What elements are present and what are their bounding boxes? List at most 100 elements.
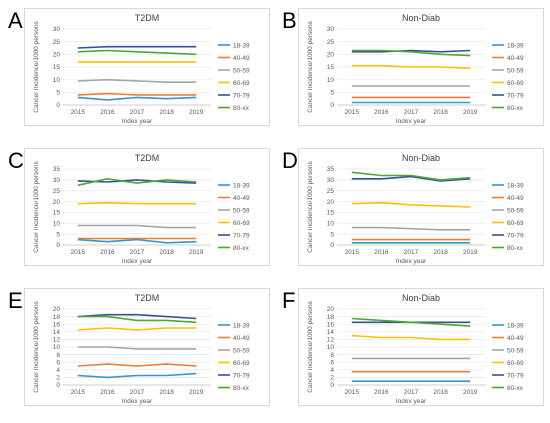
y-tick-label: 30 — [53, 26, 61, 33]
y-tick-label: 30 — [327, 26, 335, 33]
y-tick-label: 18 — [327, 314, 335, 321]
x-tick-label: 2019 — [189, 249, 204, 256]
chart-title: Non-Diab — [402, 293, 440, 303]
panel-letter-f: F — [282, 288, 296, 313]
legend-label-50-59: 50-59 — [233, 347, 250, 354]
series-line-80-xx — [77, 49, 197, 56]
series-line-70-79 — [351, 175, 471, 182]
y-tick-label: 2 — [56, 375, 60, 382]
y-tick-label: 18 — [53, 314, 61, 321]
legend-label-40-49: 40-49 — [233, 335, 250, 342]
y-tick-label: 0 — [330, 242, 334, 249]
legend-label-40-49: 40-49 — [507, 55, 524, 62]
legend-label-50-59: 50-59 — [233, 207, 250, 214]
series-line-80-xx — [77, 177, 197, 187]
legend-label-50-59: 50-59 — [507, 347, 524, 354]
legend-label-70-79: 70-79 — [507, 92, 524, 99]
series-line-50-59 — [351, 226, 471, 231]
legend-label-40-49: 40-49 — [507, 195, 524, 202]
y-tick-label: 15 — [53, 64, 61, 71]
chart-svg-c: T2DM 0 5 10 15 20 25 30 35 2015 2016 2017 2018 2019 In… — [33, 153, 250, 265]
x-tick-label: 2017 — [130, 249, 145, 256]
legend-label-18-39: 18-39 — [507, 322, 524, 329]
y-tick-label: 12 — [327, 337, 335, 344]
x-tick-label: 2018 — [433, 109, 448, 116]
y-tick-label: 2 — [330, 375, 334, 382]
y-tick-label: 0 — [56, 382, 60, 389]
y-tick-label: 4 — [56, 367, 60, 374]
chart-title: T2DM — [135, 153, 160, 163]
y-tick-label: 35 — [327, 166, 335, 173]
y-tick-label: 35 — [53, 166, 61, 173]
y-axis-label: Cancer incidence/1000 persons — [307, 21, 314, 113]
y-tick-label: 6 — [330, 359, 334, 366]
y-tick-label: 5 — [56, 90, 60, 97]
chart-panel-d: Non-Diab 0 5 10 15 20 25 30 35 2015 2016 2017 2018 20… — [298, 148, 544, 266]
chart-title: Non-Diab — [402, 13, 440, 23]
y-tick-label: 0 — [330, 382, 334, 389]
legend-label-80-xx: 80-xx — [507, 245, 524, 252]
x-axis-label: Index year — [396, 398, 427, 405]
x-tick-label: 2019 — [463, 109, 478, 116]
legend-label-60-69: 60-69 — [233, 360, 250, 367]
series-line-50-59 — [77, 78, 197, 83]
y-tick-label: 5 — [330, 90, 334, 97]
y-tick-label: 10 — [53, 344, 61, 351]
legend-label-60-69: 60-69 — [507, 220, 524, 227]
legend-label-50-59: 50-59 — [507, 67, 524, 74]
series-line-18-39 — [77, 96, 197, 101]
y-tick-label: 10 — [327, 220, 335, 227]
chart-panel-e: T2DM 0 2 4 6 8 10 12 14 16 18 20 2015 2016 2017 2018 201… — [24, 288, 270, 406]
chart-panel-b: Non-Diab 0 5 10 15 20 25 30 2015 2016 2017 2018 2019… — [298, 8, 544, 126]
y-axis-label: Cancer incidence/1000 persons — [307, 301, 314, 393]
x-tick-label: 2018 — [433, 249, 448, 256]
x-tick-label: 2017 — [130, 389, 145, 396]
chart-svg-d: Non-Diab 0 5 10 15 20 25 30 35 2015 2016 2017 2018 20… — [307, 153, 524, 265]
series-line-80-xx — [77, 315, 197, 324]
y-tick-label: 16 — [53, 321, 61, 328]
legend-label-60-69: 60-69 — [507, 360, 524, 367]
y-tick-label: 0 — [56, 242, 60, 249]
y-axis-label: Cancer incidence/1000 persons — [33, 21, 40, 113]
x-tick-label: 2016 — [374, 389, 389, 396]
y-tick-label: 15 — [327, 64, 335, 71]
series-line-80-xx — [351, 317, 471, 327]
y-tick-label: 14 — [327, 329, 335, 336]
x-tick-label: 2019 — [463, 389, 478, 396]
x-tick-label: 2015 — [345, 109, 360, 116]
chart-panel-a: T2DM 0 5 10 15 20 25 30 2015 2016 2017 2018 2019 Inde… — [24, 8, 270, 126]
x-axis-label: Index year — [122, 258, 153, 265]
x-tick-label: 2019 — [189, 109, 204, 116]
y-tick-label: 15 — [327, 210, 335, 217]
legend-label-18-39: 18-39 — [233, 322, 250, 329]
chart-title: T2DM — [135, 13, 160, 23]
legend-label-40-49: 40-49 — [233, 55, 250, 62]
x-tick-label: 2018 — [159, 109, 174, 116]
chart-title: T2DM — [135, 293, 160, 303]
y-tick-label: 20 — [53, 306, 61, 313]
legend-label-70-79: 70-79 — [233, 372, 250, 379]
x-tick-label: 2019 — [463, 249, 478, 256]
x-tick-label: 2018 — [159, 389, 174, 396]
y-axis-label: Cancer incidence/1000 persons — [33, 161, 40, 253]
legend-label-70-79: 70-79 — [233, 92, 250, 99]
series-line-40-49 — [77, 363, 197, 367]
y-tick-label: 20 — [327, 52, 335, 59]
y-axis-label: Cancer incidence/1000 persons — [307, 161, 314, 253]
y-tick-label: 20 — [53, 199, 61, 206]
y-tick-label: 20 — [53, 52, 61, 59]
x-tick-label: 2015 — [345, 249, 360, 256]
legend-label-50-59: 50-59 — [507, 207, 524, 214]
y-tick-label: 4 — [330, 367, 334, 374]
series-line-60-69 — [351, 201, 471, 208]
legend-label-80-xx: 80-xx — [507, 385, 524, 392]
x-tick-label: 2015 — [71, 109, 86, 116]
series-line-18-39 — [77, 238, 197, 244]
legend-label-40-49: 40-49 — [233, 195, 250, 202]
legend-label-60-69: 60-69 — [507, 80, 524, 87]
series-line-50-59 — [77, 224, 197, 229]
x-tick-label: 2018 — [433, 389, 448, 396]
chart-svg-a: T2DM 0 5 10 15 20 25 30 2015 2016 2017 2018 2019 Inde… — [33, 13, 250, 125]
chart-panel-f: Non-Diab 0 2 4 6 8 10 12 14 16 18 20 2015 2016 2017 201… — [298, 288, 544, 406]
